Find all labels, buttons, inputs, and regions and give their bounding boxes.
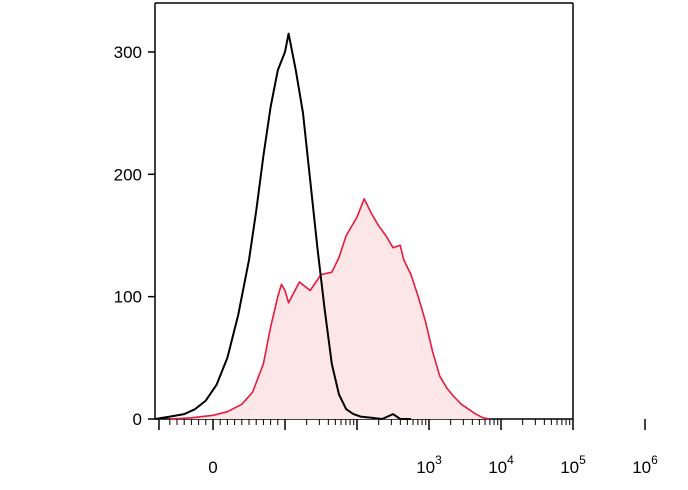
y-tick-label-1: 100 [114, 288, 142, 307]
series-layer [155, 32, 491, 420]
series-1-area [169, 198, 491, 419]
x-tick-label-2: 104 [488, 453, 514, 477]
y-axis-ticks: 0 100 200 300 [114, 43, 155, 429]
series-0-line [155, 32, 411, 420]
x-axis-ticks: 0103104105106107 [158, 419, 658, 477]
x-tick-label-3: 105 [560, 453, 586, 477]
y-tick-label-3: 300 [114, 43, 142, 62]
x-tick-label-4: 106 [632, 453, 658, 477]
x-tick-label-0: 0 [208, 458, 217, 477]
series-1-line [169, 198, 491, 420]
y-tick-label-2: 200 [114, 165, 142, 184]
x-tick-label-1: 103 [416, 453, 442, 477]
y-tick-label-0: 0 [133, 410, 142, 429]
